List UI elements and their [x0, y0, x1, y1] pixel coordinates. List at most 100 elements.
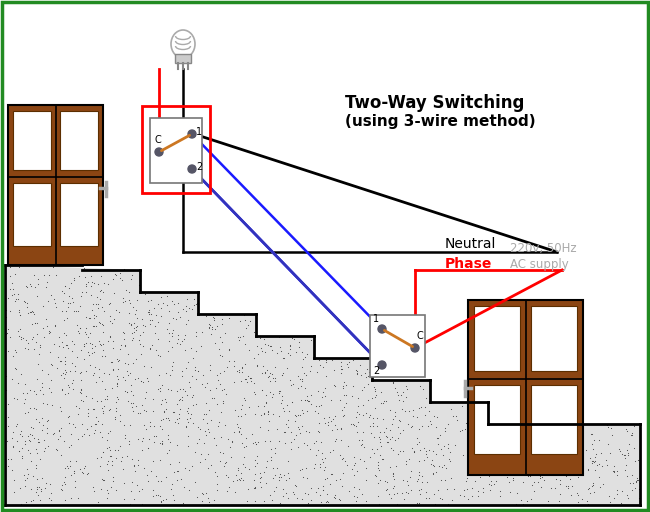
- Text: Phase: Phase: [445, 257, 493, 271]
- Point: [317, 458, 328, 466]
- Point: [11, 421, 21, 430]
- Point: [441, 464, 451, 472]
- Point: [508, 474, 519, 482]
- Point: [111, 271, 121, 279]
- Point: [64, 383, 74, 391]
- Point: [609, 494, 619, 502]
- Point: [626, 432, 636, 440]
- Point: [438, 451, 448, 459]
- Point: [543, 497, 553, 505]
- Point: [73, 327, 83, 335]
- Point: [291, 348, 301, 356]
- Point: [590, 465, 600, 474]
- Point: [257, 347, 267, 355]
- Point: [583, 465, 593, 474]
- Point: [278, 492, 288, 500]
- Point: [403, 489, 413, 498]
- Point: [463, 495, 474, 503]
- Point: [6, 455, 16, 463]
- Point: [187, 344, 197, 352]
- Point: [108, 366, 118, 374]
- Point: [61, 330, 72, 338]
- Point: [3, 400, 13, 408]
- Point: [349, 421, 359, 430]
- Point: [59, 329, 70, 337]
- Point: [98, 346, 108, 354]
- Point: [343, 362, 354, 371]
- Point: [239, 410, 250, 418]
- Point: [421, 487, 431, 496]
- Point: [46, 291, 56, 299]
- Point: [256, 483, 266, 491]
- Point: [120, 431, 130, 439]
- Point: [633, 456, 644, 464]
- Point: [233, 366, 244, 374]
- Point: [212, 480, 222, 488]
- Point: [285, 438, 296, 446]
- Point: [60, 463, 71, 472]
- Point: [402, 420, 413, 428]
- Point: [252, 459, 263, 467]
- Point: [262, 366, 272, 374]
- Point: [120, 434, 131, 442]
- Point: [155, 492, 166, 500]
- Point: [174, 313, 185, 321]
- Point: [142, 374, 152, 382]
- Point: [294, 338, 305, 346]
- Point: [168, 496, 179, 504]
- Point: [379, 396, 389, 404]
- Point: [326, 417, 336, 425]
- Point: [235, 404, 246, 413]
- Point: [621, 461, 632, 469]
- Point: [283, 469, 294, 477]
- Point: [522, 430, 532, 438]
- Point: [243, 484, 254, 493]
- Point: [119, 335, 129, 343]
- Point: [508, 476, 518, 484]
- Point: [380, 424, 391, 433]
- Point: [336, 365, 346, 373]
- Point: [313, 446, 324, 455]
- Point: [91, 300, 101, 308]
- Point: [65, 298, 75, 307]
- Point: [83, 431, 94, 439]
- Point: [49, 321, 60, 329]
- Point: [229, 362, 240, 370]
- Point: [313, 356, 324, 365]
- Point: [20, 380, 31, 388]
- Point: [144, 435, 155, 443]
- Point: [57, 296, 68, 305]
- Point: [612, 471, 623, 479]
- Point: [15, 325, 25, 333]
- Point: [433, 486, 443, 494]
- Point: [536, 467, 546, 476]
- Point: [26, 457, 36, 465]
- Point: [11, 394, 21, 402]
- Point: [532, 447, 542, 455]
- Point: [265, 388, 276, 396]
- Text: 2: 2: [373, 366, 379, 376]
- Point: [157, 440, 167, 448]
- Point: [358, 401, 368, 409]
- Point: [393, 422, 403, 431]
- Point: [97, 433, 107, 441]
- Point: [520, 435, 530, 443]
- Point: [144, 344, 155, 352]
- Point: [378, 428, 389, 436]
- Point: [183, 466, 194, 474]
- Point: [428, 469, 439, 477]
- Point: [27, 307, 37, 315]
- Polygon shape: [5, 265, 640, 505]
- Point: [32, 483, 42, 492]
- Point: [277, 371, 287, 379]
- Point: [115, 269, 125, 278]
- Point: [407, 421, 417, 430]
- Point: [102, 436, 112, 444]
- Point: [217, 449, 228, 457]
- Point: [266, 342, 276, 350]
- Point: [103, 457, 113, 465]
- Point: [99, 476, 109, 484]
- Point: [81, 367, 91, 375]
- Point: [79, 464, 89, 472]
- Point: [322, 421, 333, 430]
